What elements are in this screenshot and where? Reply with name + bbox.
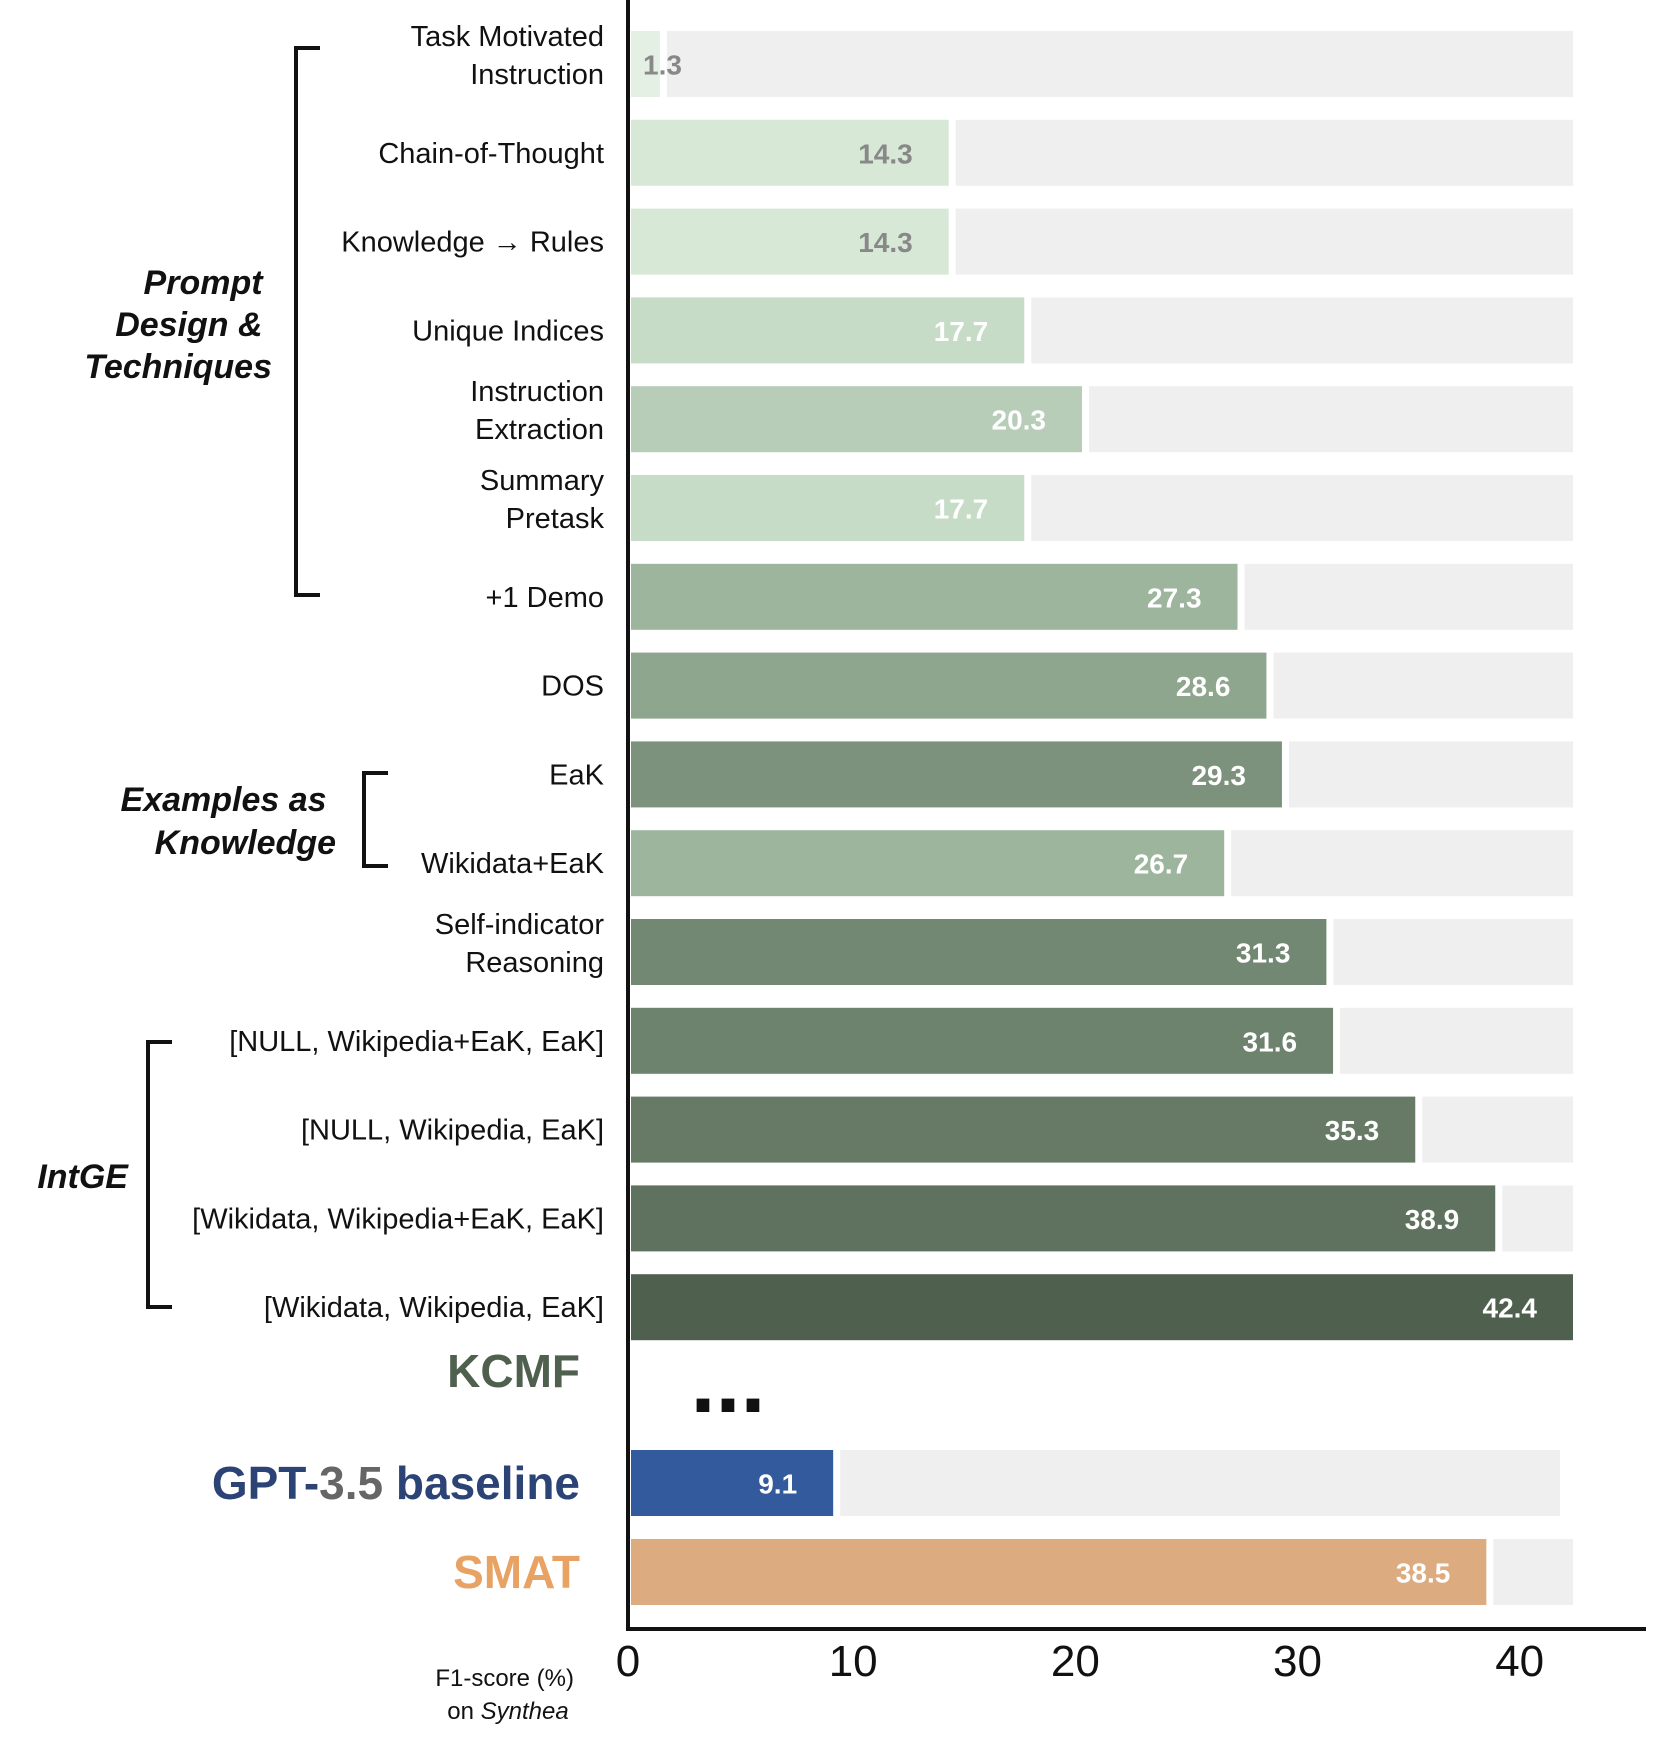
baseline-value-label-1: 38.5 [1396,1558,1451,1589]
data-bars [631,31,1573,1341]
value-label-14: 42.4 [1483,1293,1538,1324]
value-label-3: 17.7 [934,316,989,347]
x-axis-ticks: 0 10 20 30 40 [616,1637,1544,1686]
category-label-10: Self-indicator Reasoning [435,909,605,979]
category-label-9: Wikidata+EaK [421,848,605,880]
value-labels: 1.3 14.3 14.3 17.7 20.3 17.7 27.3 28.6 29.3 26.7 3… [643,50,1537,1324]
value-label-12: 35.3 [1325,1115,1380,1146]
group-bracket-prompt-design [294,46,320,597]
baseline-bars: 9.1 38.5 [631,1450,1573,1605]
value-label-0: 1.3 [643,50,682,81]
baseline-bar-0 [631,1450,834,1516]
value-label-1: 14.3 [858,138,913,169]
x-tick-label-0: 0 [616,1637,640,1686]
value-label-13: 38.9 [1405,1204,1460,1235]
bar-8 [631,741,1282,808]
bar-12 [631,1096,1416,1163]
baseline-track-0 [840,1450,1560,1516]
baseline-label-gpt35: GPT-3.5 baseline [212,1457,580,1509]
track-6 [1244,563,1573,630]
value-label-4: 20.3 [992,405,1047,436]
category-labels: Task Motivated Instruction Chain-of-Though… [192,21,604,1324]
value-label-5: 17.7 [934,494,989,525]
bar-9 [631,830,1225,897]
bar-4 [631,386,1083,453]
track-7 [1273,652,1573,719]
baseline-label-smat: SMAT [453,1546,580,1598]
bar-3 [631,297,1025,364]
x-tick-label-3: 30 [1273,1637,1322,1686]
category-label-14: [Wikidata, Wikipedia, EaK] [264,1292,604,1324]
group-label-intge: IntGE [37,1158,129,1196]
category-label-1: Chain-of-Thought [378,138,604,170]
track-8 [1288,741,1573,808]
track-9 [1231,830,1573,897]
group-label-examples-as-knowledge: Examples as Knowledge [121,781,336,862]
baseline-track-1 [1493,1539,1573,1605]
category-label-0: Task Motivated Instruction [411,21,604,91]
bar-10 [631,919,1327,985]
bar-11 [631,1007,1334,1074]
value-label-10: 31.3 [1236,938,1291,969]
value-label-11: 31.6 [1243,1026,1298,1057]
x-axis-label: F1-score (%) on Synthea [435,1665,580,1725]
bar-13 [631,1185,1496,1252]
bar-5 [631,475,1025,541]
bar-0 [631,31,660,97]
x-tick-label-2: 20 [1051,1637,1100,1686]
value-label-2: 14.3 [858,227,913,258]
x-tick-label-1: 10 [829,1637,878,1686]
category-label-11: [NULL, Wikipedia+EaK, EaK] [229,1026,604,1058]
category-label-7: DOS [541,671,604,703]
bar-6 [631,563,1238,630]
value-label-7: 28.6 [1176,671,1231,702]
track-1 [955,119,1573,186]
group-bracket-examples-as-knowledge [362,771,388,868]
category-label-5: Summary Pretask [480,465,605,535]
track-0 [666,31,1573,97]
track-2 [955,208,1573,275]
category-label-13: [Wikidata, Wikipedia+EaK, EaK] [192,1203,604,1235]
value-label-8: 29.3 [1191,760,1246,791]
background-tracks [666,31,1573,1252]
baseline-value-label-0: 9.1 [758,1469,797,1500]
group-label-prompt-design: Prompt Design & Techniques [84,264,272,386]
track-13 [1502,1185,1573,1252]
bar-1 [631,119,949,186]
track-5 [1031,475,1573,541]
track-10 [1333,919,1573,985]
value-label-9: 26.7 [1134,849,1189,880]
x-tick-label-4: 40 [1495,1637,1544,1686]
value-label-6: 27.3 [1147,582,1202,613]
ellipsis: ... [690,1332,765,1432]
bar-7 [631,652,1267,719]
track-12 [1422,1096,1573,1163]
category-label-6: +1 Demo [486,582,604,614]
category-label-4: Instruction Extraction [470,376,604,446]
method-label-kcmf: KCMF [447,1345,580,1397]
category-label-8: EaK [549,759,604,791]
bar-2 [631,208,949,275]
category-label-12: [NULL, Wikipedia, EaK] [301,1115,604,1147]
track-3 [1031,297,1573,364]
category-label-2: Knowledge → Rules [341,227,604,259]
baseline-bar-1 [631,1539,1487,1605]
track-11 [1340,1007,1573,1074]
track-4 [1089,386,1573,453]
group-bracket-intge [146,1040,172,1309]
category-label-3: Unique Indices [412,315,604,347]
bar-14 [631,1274,1573,1341]
